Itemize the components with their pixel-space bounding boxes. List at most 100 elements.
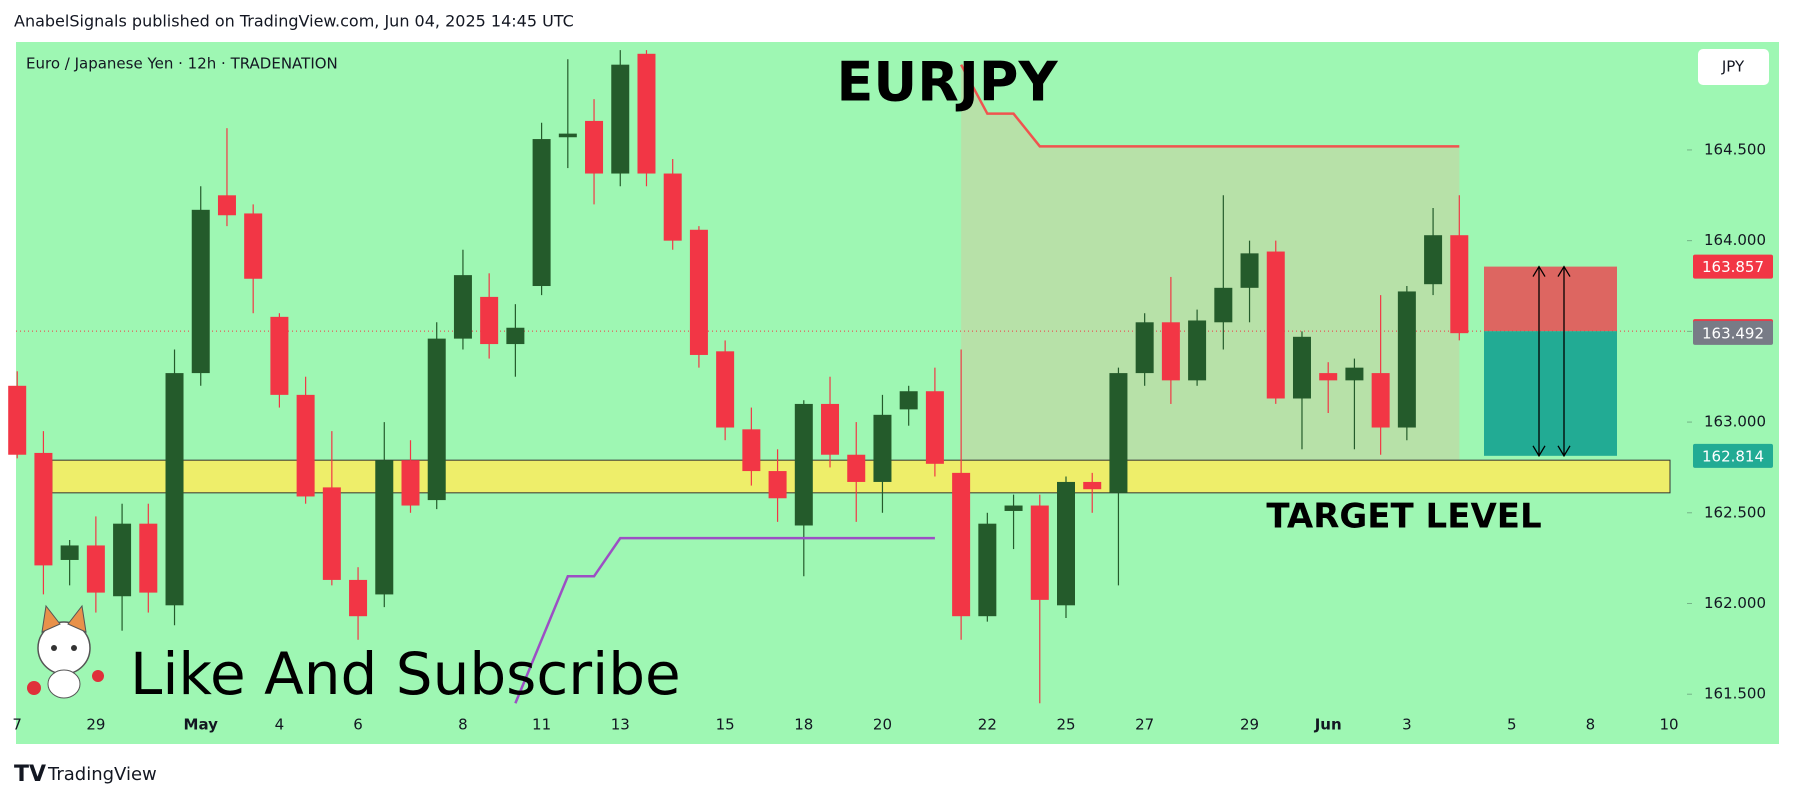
candle-body xyxy=(217,195,236,216)
candle-body xyxy=(1030,505,1049,600)
candle-body xyxy=(1083,481,1102,490)
candle-body xyxy=(1214,287,1233,323)
candle-body xyxy=(427,338,446,501)
candle-body xyxy=(821,403,840,455)
x-tick-label: 22 xyxy=(978,716,997,734)
candle-body xyxy=(663,173,682,241)
candle-body xyxy=(637,53,656,174)
candle-body xyxy=(1345,367,1364,381)
cat-sticker xyxy=(27,604,104,699)
price-tag xyxy=(1693,443,1773,468)
candle-body xyxy=(925,391,944,464)
candle-body xyxy=(8,385,27,455)
candle-body xyxy=(34,452,53,566)
candle-body xyxy=(86,545,105,593)
candle-body xyxy=(689,229,708,355)
candle-body xyxy=(1266,251,1285,399)
y-tick-label: 163.000 xyxy=(1704,413,1766,431)
x-tick-label: 7 xyxy=(12,716,22,734)
candle-body xyxy=(480,296,499,345)
candle-body xyxy=(1292,336,1311,399)
candle-body xyxy=(1397,291,1416,428)
x-tick-label: 27 xyxy=(1135,716,1154,734)
candle-body xyxy=(270,316,289,395)
candle-body xyxy=(349,579,368,617)
candle-body xyxy=(165,373,184,606)
price-tag xyxy=(1693,320,1773,345)
candle-body xyxy=(978,523,997,617)
annotation: Like And Subscribe xyxy=(130,640,681,708)
currency-label[interactable]: JPY xyxy=(1721,58,1745,76)
candle-body xyxy=(532,139,551,287)
symbol-label: Euro / Japanese Yen · 12h · TRADENATION xyxy=(26,55,338,73)
candle-body xyxy=(1240,253,1259,288)
candle-body xyxy=(1450,235,1469,334)
y-tick-label: 164.500 xyxy=(1704,140,1766,158)
candle-body xyxy=(1057,481,1075,606)
publish-header: AnabelSignals published on TradingView.c… xyxy=(14,12,574,31)
candle-body xyxy=(401,460,420,506)
x-tick-label: 13 xyxy=(611,716,630,734)
candle-body xyxy=(1424,235,1443,285)
candle-body xyxy=(611,64,630,174)
candle-body xyxy=(794,403,813,526)
candle-body xyxy=(139,523,158,593)
candle-body xyxy=(113,523,132,597)
currency-button[interactable] xyxy=(1698,49,1769,85)
range-shade xyxy=(961,64,1460,461)
candle-body xyxy=(899,391,918,410)
x-tick-label: May xyxy=(184,716,219,734)
candle-body xyxy=(742,429,761,472)
candle-body xyxy=(244,213,263,279)
x-tick-label: 10 xyxy=(1660,716,1679,734)
x-tick-label: 29 xyxy=(1240,716,1259,734)
candle-body xyxy=(322,487,341,580)
x-tick-label: 8 xyxy=(1586,716,1596,734)
x-tick-label: 29 xyxy=(86,716,105,734)
candle-body xyxy=(1135,322,1154,374)
price-tag-label: 163.492 xyxy=(1702,324,1764,342)
candle-body xyxy=(558,133,577,138)
x-tick-label: 11 xyxy=(532,716,551,734)
x-tick-label: 5 xyxy=(1507,716,1517,734)
risk-zone xyxy=(1484,266,1617,332)
y-tick-label: 162.500 xyxy=(1704,503,1766,521)
candle-body xyxy=(768,471,787,499)
candle-body xyxy=(191,209,210,374)
candle-body xyxy=(60,545,79,560)
y-tick-label: 161.500 xyxy=(1704,685,1766,703)
candle-body xyxy=(1161,322,1180,381)
price-tag-label: 162.814 xyxy=(1702,447,1764,465)
x-tick-label: 25 xyxy=(1056,716,1075,734)
plot xyxy=(8,50,1692,704)
x-tick-label: Jun xyxy=(1314,716,1342,734)
candle-body xyxy=(585,120,604,174)
x-tick-label: 18 xyxy=(794,716,813,734)
footer-brand: TradingView xyxy=(47,764,157,785)
indicator-line xyxy=(960,64,1460,148)
price-tag-label: 163.857 xyxy=(1702,258,1764,276)
candle-body xyxy=(952,472,971,617)
candle-body xyxy=(296,394,315,497)
candle-body xyxy=(847,454,866,482)
candle-body xyxy=(873,414,892,482)
x-tick-label: 4 xyxy=(275,716,285,734)
arrow-head xyxy=(1532,265,1546,458)
arrow-head xyxy=(1557,265,1571,458)
candle-body xyxy=(1371,373,1390,428)
price-tag xyxy=(1693,254,1773,279)
chart-title: EURJPY xyxy=(836,51,1058,114)
candle-body xyxy=(375,460,394,595)
candle-body xyxy=(716,351,735,428)
candle-body xyxy=(1004,505,1023,511)
indicator-line xyxy=(514,536,935,704)
x-tick-label: 20 xyxy=(873,716,892,734)
candle-body xyxy=(506,327,525,345)
y-tick-label: 162.000 xyxy=(1704,594,1766,612)
x-tick-label: 8 xyxy=(458,716,468,734)
candle-body xyxy=(1188,320,1207,381)
candle-body xyxy=(1319,373,1338,381)
target-label: TARGET LEVEL xyxy=(1266,497,1541,537)
